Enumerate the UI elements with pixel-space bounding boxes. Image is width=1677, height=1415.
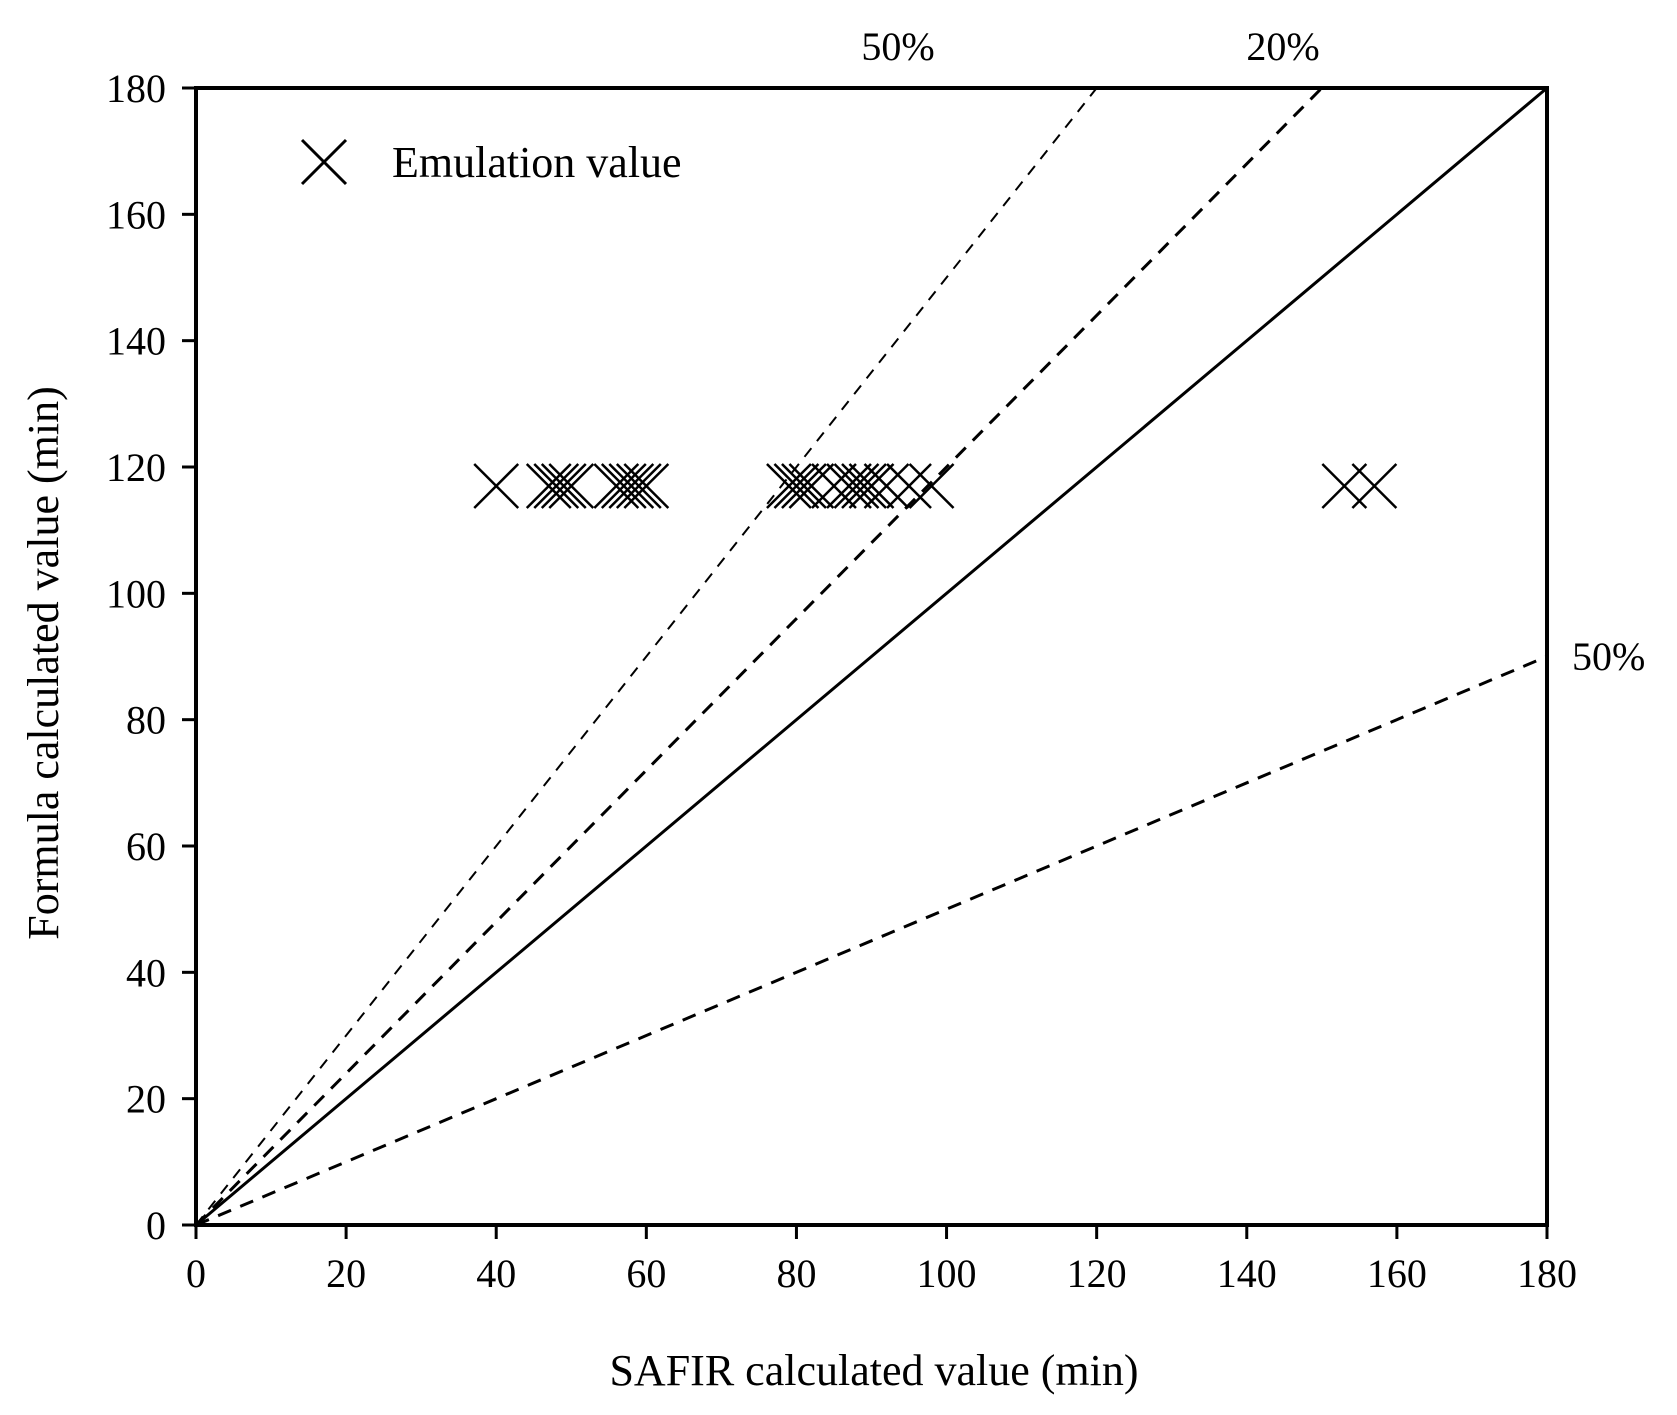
data-markers — [473, 463, 1398, 509]
y-tick-label: 160 — [106, 192, 166, 237]
y-tick-label: 100 — [106, 571, 166, 616]
reference-line-equality — [195, 86, 1548, 1227]
y-axis-title: Formula calculated value (min) — [19, 386, 68, 939]
axis-ticks: 0 20 40 60 80 100 120 140 160 180 0 20 40 60 80 100 120 1… — [106, 66, 1577, 1296]
data-point — [908, 463, 955, 509]
data-point — [826, 463, 872, 509]
y-tick-label: 80 — [126, 698, 166, 743]
reference-line-plus-50 — [195, 87, 1098, 1226]
y-tick-label: 180 — [106, 66, 166, 111]
data-point — [773, 463, 820, 509]
x-tick-label: 140 — [1217, 1251, 1277, 1296]
y-tick-label: 40 — [126, 950, 166, 995]
data-point — [533, 463, 580, 509]
data-point — [848, 463, 895, 509]
x-tick-label: 40 — [476, 1251, 516, 1296]
reference-line-label-minus-50: 50% — [1572, 634, 1645, 679]
data-point — [766, 463, 812, 509]
data-point — [548, 463, 595, 509]
data-point — [540, 463, 587, 509]
legend-label: Emulation value — [392, 138, 682, 187]
x-tick-label: 0 — [186, 1251, 206, 1296]
data-point — [788, 463, 835, 509]
data-point — [1351, 463, 1398, 509]
y-tick-label: 140 — [106, 319, 166, 364]
reference-line-label-plus-50: 50% — [861, 24, 934, 69]
data-point — [863, 463, 910, 509]
reference-lines — [194, 86, 1548, 1227]
y-tick-label: 20 — [126, 1077, 166, 1122]
reference-line-plus-20 — [194, 86, 1323, 1227]
data-point — [886, 463, 932, 509]
y-tick-label: 0 — [146, 1203, 166, 1248]
data-point — [623, 463, 670, 509]
reference-line-labels: 50% 20% 50% — [861, 24, 1645, 679]
plot-frame — [194, 86, 1549, 1227]
legend: Emulation value — [300, 138, 682, 187]
reference-line-label-plus-20: 20% — [1246, 24, 1319, 69]
x-tick-label: 120 — [1067, 1251, 1127, 1296]
x-tick-label: 180 — [1517, 1251, 1577, 1296]
x-tick-label: 160 — [1367, 1251, 1427, 1296]
x-tick-label: 20 — [326, 1251, 366, 1296]
x-tick-label: 100 — [917, 1251, 977, 1296]
legend-marker-icon — [300, 138, 348, 186]
x-axis-title: SAFIR calculated value (min) — [609, 1346, 1138, 1395]
x-tick-label: 60 — [626, 1251, 666, 1296]
data-point — [600, 463, 647, 509]
y-tick-label: 120 — [106, 445, 166, 490]
data-point — [608, 463, 655, 509]
data-point — [615, 463, 662, 509]
data-point — [473, 463, 520, 509]
y-tick-label: 60 — [126, 824, 166, 869]
reference-line-minus-50 — [195, 655, 1548, 1227]
x-tick-label: 80 — [776, 1251, 816, 1296]
data-point — [525, 463, 572, 509]
data-point — [841, 463, 887, 509]
